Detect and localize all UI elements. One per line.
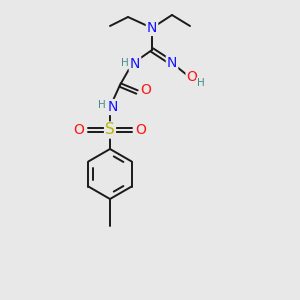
Text: S: S <box>105 122 115 137</box>
Text: N: N <box>167 56 177 70</box>
Text: N: N <box>147 21 157 35</box>
Text: O: O <box>187 70 197 84</box>
Text: H: H <box>197 78 205 88</box>
Text: H: H <box>121 58 129 68</box>
Text: O: O <box>136 123 146 137</box>
Text: O: O <box>141 83 152 97</box>
Text: H: H <box>98 100 106 110</box>
Text: N: N <box>108 100 118 114</box>
Text: N: N <box>130 57 140 71</box>
Text: O: O <box>74 123 84 137</box>
